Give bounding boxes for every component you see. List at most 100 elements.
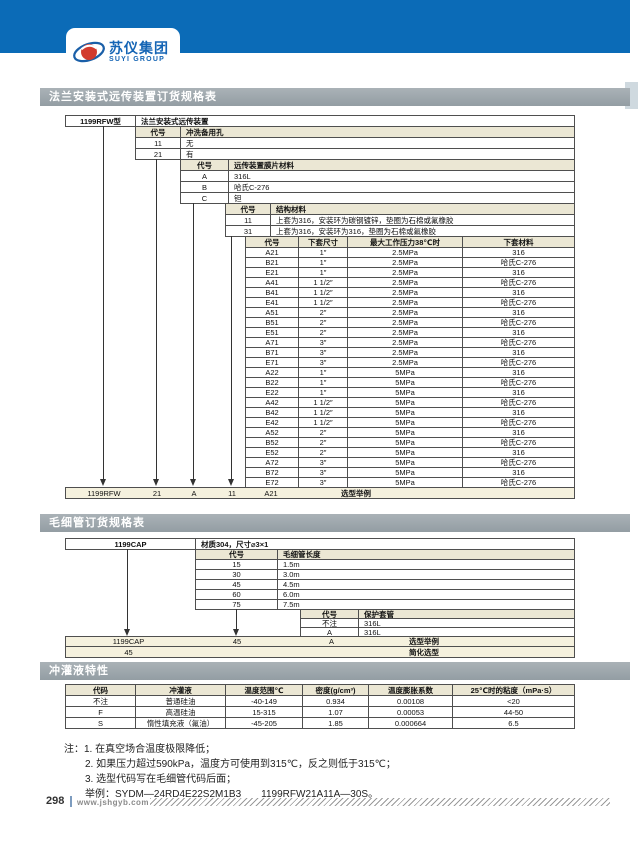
material-cell: 哈氏C-276 [500,458,537,467]
code-header-cell: 代号 [181,160,229,170]
arrow-line [193,203,194,479]
diaphragm-row: B 哈氏C-276 [180,182,575,193]
code-header-cell: 代号 [301,610,359,618]
size-cell: 2″ [299,428,348,437]
name-header-cell: 结构材料 [276,204,306,214]
pressure-cell: 2.5MPa [348,278,463,287]
value-cell: 7.5m [283,600,300,609]
size-cell: 1 1/2″ [299,278,348,287]
material-cell: 哈氏C-276 [500,338,537,347]
value-cell: 316L [364,628,381,636]
simplified-example-row: 45 简化选型 [65,647,575,658]
name-header-cell: 毛细管长度 [283,550,321,559]
material-cell: 316 [512,268,525,277]
size-cell: 2″ [299,448,348,457]
lower-shell-row: E51 2″ 2.5MPa 316 [245,328,575,338]
pressure-cell: 5MPa [348,398,463,407]
lower-shell-row: E41 1 1/2″ 2.5MPa 哈氏C-276 [245,298,575,308]
fill-liquid-table: 代码 冲灌液 温度范围℃ 密度(g/cm³) 温度膨胀系数 25℃时的粘度（mP… [65,684,575,729]
code-cell: A21 [246,248,299,257]
model-desc-cell: 材质304，尺寸⌀3×1 [201,539,269,549]
code-cell: 75 [196,600,278,609]
pressure-cell: 5MPa [348,458,463,467]
code-cell: A41 [246,278,299,287]
pressure-cell: 5MPa [348,418,463,427]
code-cell: A22 [246,368,299,377]
pressure-cell: 5MPa [348,368,463,377]
model-code-cell: 1199RFW型 [66,116,136,126]
value-cell: 316L [364,619,381,627]
structure-row: 11 上套为316，安装环为碳钢镀锌，垫圈为石棉或氟橡胶 [225,215,575,226]
sheath-row: 不注 316L [300,619,575,628]
footer-divider [70,796,72,807]
diaphragm-block: 代号 远传装置膜片材料 A 316L B 哈氏C-276 C 钽 [180,159,575,204]
code-cell: E71 [246,358,299,367]
example-sheath-code: A [328,637,334,646]
length-row: 60 6.0m [195,590,575,600]
density-cell: 1.07 [303,707,369,717]
value-cell: 钽 [234,193,242,203]
code-cell: A [181,171,229,181]
viscosity-cell: 6.5 [508,718,519,728]
pressure-cell: 5MPa [348,378,463,387]
lower-shell-row: E71 3″ 2.5MPa 哈氏C-276 [245,358,575,368]
lower-shell-row: A71 3″ 2.5MPa 哈氏C-276 [245,338,575,348]
suyi-globe-icon [73,41,105,63]
lower-shell-row: A51 2″ 2.5MPa 316 [245,308,575,318]
code-cell: B72 [246,468,299,477]
lower-shell-row: B52 2″ 5MPa 哈氏C-276 [245,438,575,448]
code-cell: 31 [226,226,271,236]
density-cell: 0.934 [303,696,369,706]
material-cell: 哈氏C-276 [500,398,537,407]
value-cell: 有 [186,149,194,159]
material-cell: 316 [512,448,525,457]
pressure-cell: 2.5MPa [348,268,463,277]
lower-shell-row: A52 2″ 5MPa 316 [245,428,575,438]
code-cell: E41 [246,298,299,307]
note-line-3: 3. 选型代码写在毛细管代码后面； [85,774,237,785]
footer-website: www.jshgyb.com [77,798,150,807]
code-cell: E52 [246,448,299,457]
material-cell: 哈氏C-276 [500,438,537,447]
lower-shell-row: A21 1″ 2.5MPa 316 [245,248,575,258]
flush-hole-row: 11 无 [135,138,575,149]
example-model: 1199CAP [112,637,145,646]
logo-en-text: SUYI GROUP [109,55,165,63]
code-cell: A72 [246,458,299,467]
code-cell: A [301,628,359,636]
code-cell: E42 [246,418,299,427]
value-cell: 316L [234,171,251,181]
logo-box: 苏仪集团 SUYI GROUP [66,28,180,76]
code-cell: A51 [246,308,299,317]
code-cell: B [181,182,229,192]
material-cell: 316 [512,248,525,257]
pressure-cell: 2.5MPa [348,318,463,327]
code-cell: 11 [136,138,181,148]
code-cell: 60 [196,590,278,599]
lower-shell-row: E22 1″ 5MPa 316 [245,388,575,398]
material-cell: 哈氏C-276 [500,258,537,267]
code-header-cell: 代号 [226,204,271,214]
pressure-cell: 2.5MPa [348,358,463,367]
size-cell: 3″ [299,478,348,487]
arrow-line [236,609,237,629]
arrow-down-icon [100,479,106,486]
material-cell: 316 [512,368,525,377]
lower-shell-table: 代号 下套尺寸 最大工作压力38℃时 下套材料 A21 1″ 2.5MPa 31… [245,236,575,488]
code-cell: 11 [226,215,271,225]
code-cell: F [66,707,136,717]
code-cell: 不注 [301,619,359,627]
liquid-cell: 普通硅油 [136,696,226,706]
size-cell: 3″ [299,358,348,367]
code-cell: A71 [246,338,299,347]
expansion-cell: 0.00108 [369,696,453,706]
fill-liquid-row: 不注 普通硅油 -40-149 0.934 0.00108 <20 [65,696,575,707]
fill-liquid-row: F 高温硅油 15-315 1.07 0.00053 44-50 [65,707,575,718]
lower-shell-row: B41 1 1/2″ 2.5MPa 316 [245,288,575,298]
size-cell: 1 1/2″ [299,298,348,307]
material-cell: 哈氏C-276 [500,318,537,327]
arrow-line [231,236,232,479]
lower-shell-row: E21 1″ 2.5MPa 316 [245,268,575,278]
arrow-down-icon [233,629,239,636]
example-structure-code: 11 [228,488,236,498]
